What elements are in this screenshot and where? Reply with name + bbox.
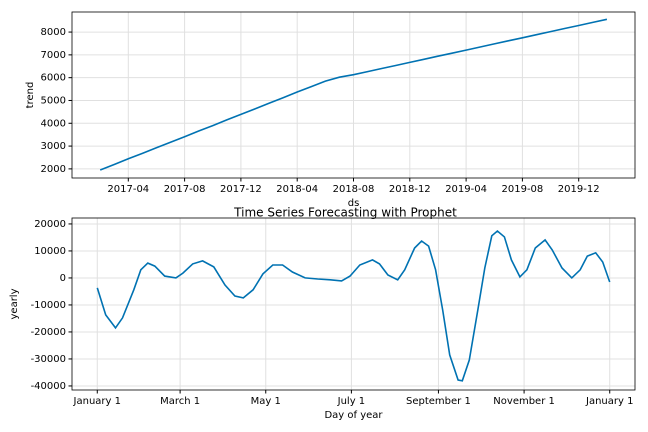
y-tick-label: 0 (60, 273, 66, 284)
x-tick-label: July 1 (337, 396, 366, 407)
y-tick-label: 20000 (34, 219, 66, 230)
chart-title: Time Series Forecasting with Prophet (233, 206, 457, 220)
y-axis-label: trend (25, 82, 36, 109)
y-tick-label: 3000 (41, 141, 66, 152)
x-tick-label: January 1 (73, 396, 121, 407)
y-tick-label: -10000 (31, 300, 66, 311)
x-axis-label: ds (348, 198, 360, 209)
x-tick-label: 2019-04 (445, 184, 487, 195)
axes-frame (71, 11, 636, 179)
x-tick-label: 2019-08 (502, 184, 544, 195)
y-tick-label: 6000 (41, 73, 66, 84)
x-tick-label: May 1 (251, 396, 281, 407)
axes-frame (71, 217, 636, 391)
x-tick-label: 2019-12 (558, 184, 600, 195)
y-tick-label: 8000 (41, 27, 66, 38)
y-tick-label: 5000 (41, 95, 66, 106)
x-tick-label: 2017-04 (107, 184, 149, 195)
x-tick-label: 2017-12 (220, 184, 262, 195)
x-tick-label: 2018-04 (276, 184, 318, 195)
x-tick-label: 2018-12 (389, 184, 431, 195)
x-tick-label: September 1 (406, 396, 471, 407)
x-tick-label: 2018-08 (333, 184, 375, 195)
y-tick-label: -40000 (31, 381, 66, 392)
x-tick-label: January 1 (585, 396, 633, 407)
y-tick-label: -20000 (31, 327, 66, 338)
trend-line (96, 229, 611, 382)
x-tick-label: November 1 (493, 396, 555, 407)
y-tick-label: 7000 (41, 50, 66, 61)
x-tick-label: March 1 (160, 396, 200, 407)
trend-line (99, 18, 608, 171)
x-axis-label: Day of year (324, 410, 383, 421)
y-tick-label: 10000 (34, 246, 66, 257)
y-axis-label: yearly (9, 288, 20, 319)
y-tick-label: -30000 (31, 354, 66, 365)
y-tick-label: 2000 (41, 164, 66, 175)
y-tick-label: 4000 (41, 118, 66, 129)
x-tick-label: 2017-08 (164, 184, 206, 195)
